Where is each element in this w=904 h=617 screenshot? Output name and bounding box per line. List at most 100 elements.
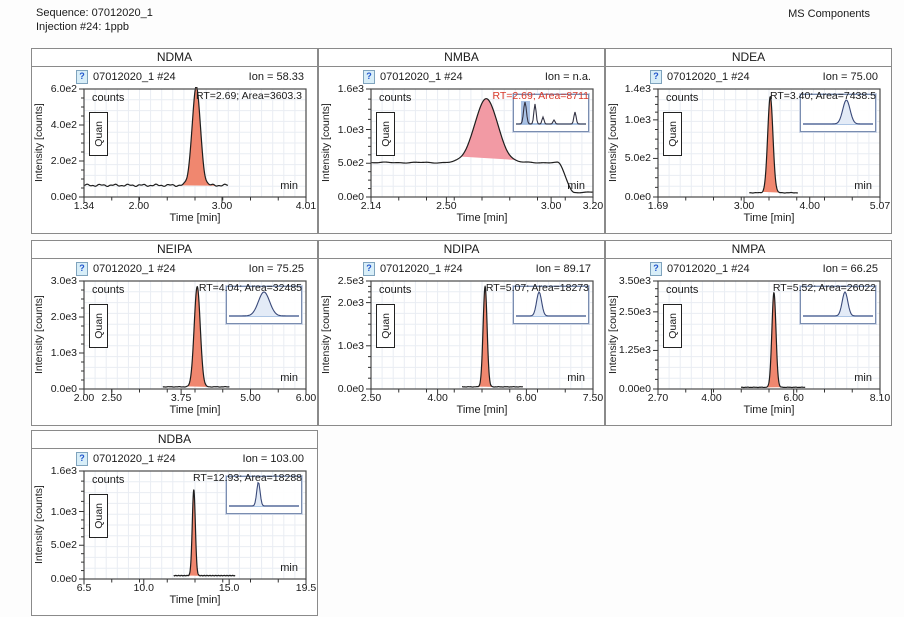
chromatogram-plot	[79, 87, 307, 203]
y-tick-labels: 0.0e0 5.0e2 1.0e3 1.4e3	[606, 49, 654, 235]
ion-label: Ion = 103.00	[242, 452, 304, 465]
inset-thumbnail	[513, 286, 589, 324]
y-tick-label: 2.0e3	[50, 311, 77, 323]
y-tick-labels: 0.0e0 1.0e3 2.0e3 3.0e3	[32, 241, 80, 427]
x-tick-label: 4.00	[427, 392, 448, 404]
y-tick-label: 3.0e3	[50, 275, 77, 287]
counts-label: counts	[92, 474, 125, 486]
peak-annotation: RT=5.52; Area=26022	[772, 282, 876, 294]
min-unit-label: min	[567, 372, 585, 384]
injection-label: 07012020_1 #24	[667, 70, 750, 83]
y-tick-label: 2.50e3	[618, 305, 651, 318]
min-unit-label: min	[567, 180, 585, 192]
x-tick-label: 2.50	[101, 392, 122, 404]
inset-mini-chart	[516, 290, 586, 317]
ion-label: Ion = 58.33	[248, 70, 304, 83]
x-tick-labels: 2.50 4.00 6.00 7.50	[319, 392, 606, 404]
x-tick-labels: 1.34 2.00 3.00 4.01	[32, 200, 319, 212]
injection-label: 07012020_1 #24	[93, 70, 176, 83]
min-unit-label: min	[854, 372, 872, 384]
inset-mini-chart	[803, 99, 873, 125]
sequence-label: Sequence: 07012020_1	[36, 7, 153, 19]
y-tick-label: 0.0e0	[624, 191, 651, 203]
inset-thumbnail	[513, 94, 589, 132]
min-unit-label: min	[280, 180, 298, 192]
peak-annotation: RT=3.40; Area=7438.5	[769, 90, 876, 102]
inset-mini-chart	[803, 291, 873, 317]
counts-label: counts	[92, 284, 125, 296]
x-axis-title: Time [min]	[169, 594, 221, 606]
x-tick-label: 3.00	[540, 200, 562, 212]
y-tick-labels: 0.0e0 5.0e2 1.0e3 1.6e3	[32, 431, 80, 617]
panel-tab-title: MS Components	[788, 8, 870, 20]
x-tick-label: 2.14	[360, 200, 382, 212]
quan-badge: Quan	[663, 304, 682, 348]
y-tick-label: 1.6e3	[337, 83, 364, 95]
panel-header: ? 07012020_1 #24 Ion = 58.33	[76, 69, 304, 84]
y-tick-labels: 0.0e0 1.0e3 2.0e3 2.5e3	[319, 241, 367, 427]
chromatogram-panel-nmba: NMBA ? 07012020_1 #24 Ion = n.a. Intensi…	[318, 48, 605, 234]
inset-mini-chart	[229, 291, 299, 317]
injection-label: 07012020_1 #24	[380, 262, 463, 275]
x-tick-labels: 2.14 2.50 3.00 3.20	[319, 200, 606, 212]
y-tick-labels: 0.0e0 5.0e2 1.0e3 1.6e3	[319, 49, 367, 235]
y-tick-label: 1.0e3	[337, 123, 364, 136]
inset-thumbnail	[226, 476, 302, 514]
x-tick-label: 10.0	[133, 582, 154, 594]
injection-icon: ?	[76, 261, 88, 276]
chromatogram-plot	[366, 88, 594, 203]
min-unit-label: min	[280, 562, 298, 574]
quan-badge: Quan	[89, 304, 108, 348]
x-tick-label: 6.00	[295, 392, 317, 404]
peak-annotation: RT=4.04; Area=32485	[198, 282, 302, 294]
y-tick-label: 1.4e3	[624, 83, 651, 95]
x-tick-label: 19.5	[295, 582, 317, 594]
injection-icon: ?	[76, 451, 88, 466]
peak-annotation: RT=5.07; Area=18273	[485, 282, 589, 294]
y-tick-label: 1.0e3	[50, 347, 77, 359]
y-tick-label: 5.0e2	[50, 539, 77, 552]
y-tick-label: 5.0e2	[337, 157, 364, 170]
x-tick-label: 5.00	[240, 392, 261, 404]
panel-header: ? 07012020_1 #24 Ion = 75.25	[76, 261, 304, 276]
panel-header: ? 07012020_1 #24 Ion = n.a.	[363, 69, 591, 84]
x-axis-title: Time [min]	[169, 212, 221, 224]
counts-label: counts	[666, 92, 699, 104]
min-unit-label: min	[854, 180, 872, 192]
quan-badge: Quan	[376, 304, 395, 348]
chromatogram-panel-neipa: NEIPA ? 07012020_1 #24 Ion = 75.25 Inten…	[31, 240, 318, 426]
quan-badge: Quan	[89, 494, 108, 538]
y-tick-label: 1.25e3	[618, 344, 651, 357]
y-tick-label: 6.0e2	[50, 83, 77, 95]
compound-title: NEIPA	[32, 241, 317, 259]
injection-label: 07012020_1 #24	[93, 452, 176, 465]
y-tick-label: 3.50e3	[618, 275, 651, 287]
injection-label: 07012020_1 #24	[667, 262, 750, 275]
x-axis-title: Time [min]	[169, 404, 221, 416]
injection-icon: ?	[363, 69, 375, 84]
x-tick-label: 5.07	[869, 200, 891, 212]
ion-label: Ion = n.a.	[544, 70, 591, 83]
injection-icon: ?	[363, 261, 375, 276]
inset-thumbnail	[800, 286, 876, 324]
injection-label: 07012020_1 #24	[380, 70, 463, 83]
x-tick-label: 2.50	[436, 200, 457, 212]
x-tick-label: 7.50	[582, 392, 604, 404]
peak-annotation: RT=12.93; Area=18288	[193, 472, 302, 484]
x-tick-label: 3.00	[733, 200, 755, 212]
counts-label: counts	[666, 284, 699, 296]
counts-label: counts	[379, 92, 412, 104]
inset-mini-chart	[516, 101, 586, 125]
injection-label: 07012020_1 #24	[93, 262, 176, 275]
x-tick-labels: 2.00 2.50 3.75 5.00 6.00	[32, 392, 319, 404]
panel-header: ? 07012020_1 #24 Ion = 103.00	[76, 451, 304, 466]
y-tick-labels: 0.00e0 1.25e3 2.50e3 3.50e3	[606, 241, 654, 427]
y-tick-label: 4.0e2	[50, 119, 77, 131]
compound-title: NDMA	[32, 49, 317, 67]
y-tick-label: 1.0e3	[50, 505, 77, 518]
compound-title: NDEA	[606, 49, 891, 67]
x-tick-label: 6.00	[783, 392, 804, 404]
x-tick-label: 2.70	[647, 392, 669, 404]
y-tick-label: 5.0e2	[624, 152, 651, 165]
quan-badge: Quan	[89, 112, 108, 156]
